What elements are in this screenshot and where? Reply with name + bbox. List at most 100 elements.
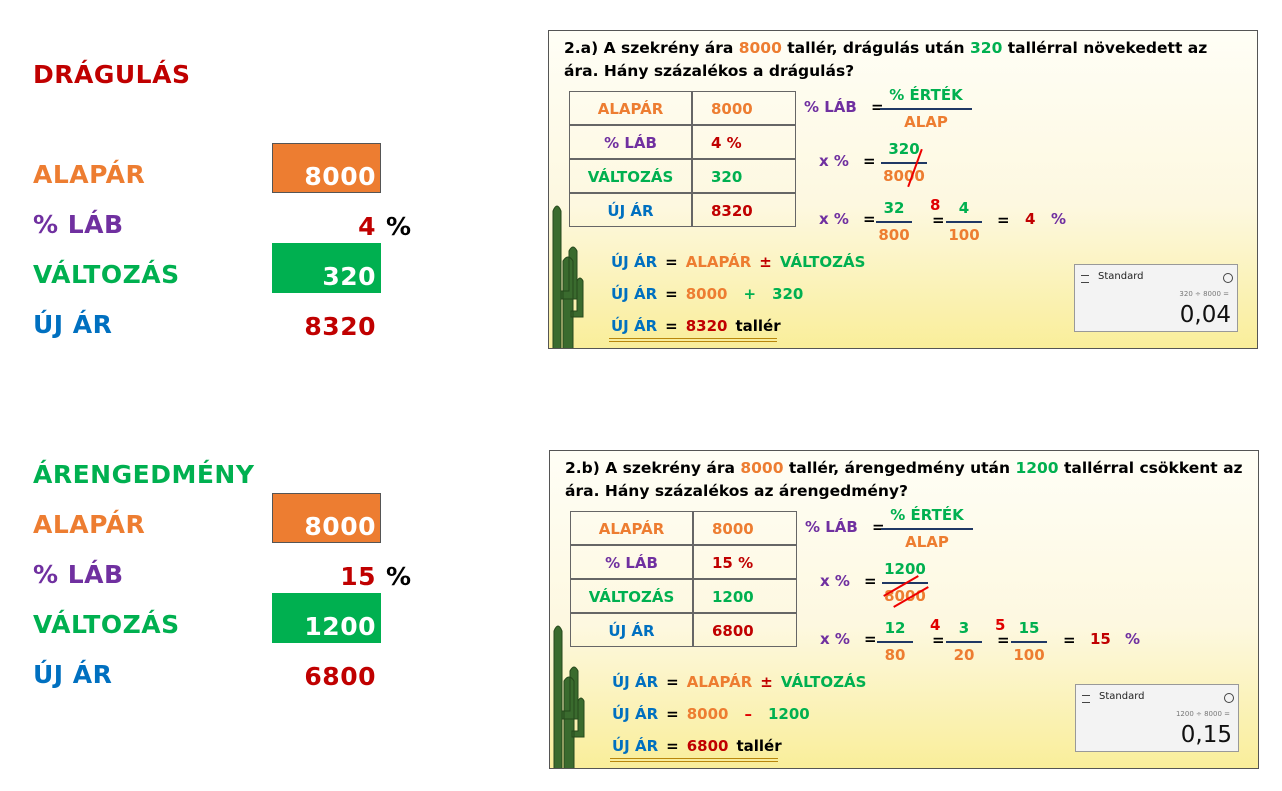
new-price-lhs: ÚJ ÁR	[612, 737, 659, 755]
fraction-line	[946, 641, 982, 643]
row-label: ALAPÁR	[33, 160, 146, 189]
denominator: ALAP	[905, 533, 949, 551]
calculator-expression: 1200 ÷ 8000 =	[1175, 710, 1230, 718]
cactus	[552, 205, 584, 348]
term: VÁLTOZÁS	[779, 253, 866, 271]
calculator-result: 0,04	[1179, 302, 1231, 328]
double-underline	[610, 758, 778, 762]
numerator: 1200	[884, 560, 926, 578]
table-cell: ÚJ ÁR	[569, 193, 692, 227]
numerator: 3	[958, 619, 970, 637]
term: tallér	[735, 317, 781, 335]
new-price-lhs: ÚJ ÁR	[611, 253, 658, 271]
new-price-lhs: ÚJ ÁR	[612, 673, 659, 691]
table-cell: 15 %	[693, 545, 797, 579]
fraction-line	[876, 221, 912, 223]
table-cell: 8320	[692, 193, 796, 227]
factor: 8	[930, 196, 941, 214]
numerator: 15	[1018, 619, 1040, 637]
result-unit: %	[1051, 210, 1067, 228]
table-cell: 8000	[692, 91, 796, 125]
fraction-line	[881, 162, 927, 164]
denominator: 20	[953, 646, 975, 664]
row-unit: %	[386, 562, 412, 591]
equals: =	[863, 152, 876, 170]
result: 4	[1025, 210, 1036, 228]
equals: =	[1063, 631, 1076, 649]
substitution-lhs: x %	[819, 152, 849, 170]
question-part: tallérral csökkent az ára. Hány százalék…	[565, 459, 1243, 500]
row-label: ÚJ ÁR	[33, 310, 113, 339]
fraction-line	[880, 108, 972, 110]
row-value: 15	[340, 562, 376, 591]
history-icon	[1224, 693, 1234, 703]
row-label: VÁLTOZÁS	[33, 610, 180, 639]
numerator: % ÉRTÉK	[889, 86, 963, 104]
fraction-line	[1011, 641, 1047, 643]
term: 8320	[685, 317, 728, 335]
table-cell: ALAPÁR	[570, 511, 693, 545]
question-part: 8000	[738, 39, 782, 57]
value-box	[272, 143, 381, 193]
value-box	[272, 493, 381, 543]
table-cell: ALAPÁR	[569, 91, 692, 125]
numerator: % ÉRTÉK	[890, 506, 964, 524]
new-price-lhs: ÚJ ÁR	[612, 705, 659, 723]
fraction-line	[881, 528, 973, 530]
value-box	[272, 243, 381, 293]
history-icon	[1223, 273, 1233, 283]
equals: =	[666, 737, 679, 755]
question-part: tallér, árengedmény után	[783, 459, 1016, 477]
denominator: 100	[1013, 646, 1045, 664]
term: 8000	[686, 705, 729, 723]
equals: =	[666, 673, 679, 691]
equals: =	[997, 211, 1010, 229]
table-cell: 1200	[693, 579, 797, 613]
row-unit: %	[386, 212, 412, 241]
question-part: 2.b) A szekrény ára	[565, 459, 741, 477]
numerator: 12	[884, 619, 906, 637]
new-price-line: ÚJ ÁR = 8320 tallér	[611, 317, 781, 335]
row-value: 8320	[304, 312, 376, 341]
question-part: tallér, drágulás után	[781, 39, 970, 57]
table-cell: 8000	[693, 511, 797, 545]
row-label: % LÁB	[33, 210, 124, 239]
question-part: 1200	[1015, 459, 1059, 477]
calculator-mode: Standard	[1099, 691, 1145, 702]
denominator: 8000	[883, 167, 925, 185]
new-price-line: ÚJ ÁR = 8000 +320	[611, 285, 803, 303]
denominator: ALAP	[904, 113, 948, 131]
equals: =	[864, 572, 877, 590]
denominator: 100	[948, 226, 980, 244]
new-price-line: ÚJ ÁR = ALAPÁR ± VÁLTOZÁS	[612, 673, 866, 691]
table-cell: 320	[692, 159, 796, 193]
term: 320	[772, 285, 804, 303]
value-box	[272, 593, 381, 643]
row-value: 8000	[304, 162, 376, 191]
fraction-line	[946, 221, 982, 223]
term: 8000	[685, 285, 728, 303]
table-cell: % LÁB	[570, 545, 693, 579]
row-value: 320	[322, 262, 376, 291]
denominator: 8000	[884, 587, 926, 605]
term: tallér	[736, 737, 782, 755]
equals: =	[932, 631, 945, 649]
question: 2.a) A szekrény ára 8000 tallér, drágulá…	[564, 37, 1244, 83]
problem-panel: 2.a) A szekrény ára 8000 tallér, drágulá…	[548, 30, 1258, 349]
numerator: 4	[958, 199, 970, 217]
result: 15	[1090, 630, 1111, 648]
double-underline	[609, 338, 777, 342]
term: 1200	[767, 705, 810, 723]
equals: =	[666, 705, 679, 723]
row-label: % LÁB	[33, 560, 124, 589]
table-cell: ÚJ ÁR	[570, 613, 693, 647]
row-value: 1200	[304, 612, 376, 641]
equals: =	[932, 211, 945, 229]
equals: =	[665, 317, 678, 335]
result-unit: %	[1125, 630, 1141, 648]
factor: 5	[995, 616, 1006, 634]
section-title: DRÁGULÁS	[33, 60, 191, 89]
numerator: 320	[888, 140, 920, 158]
question-part: 8000	[740, 459, 784, 477]
